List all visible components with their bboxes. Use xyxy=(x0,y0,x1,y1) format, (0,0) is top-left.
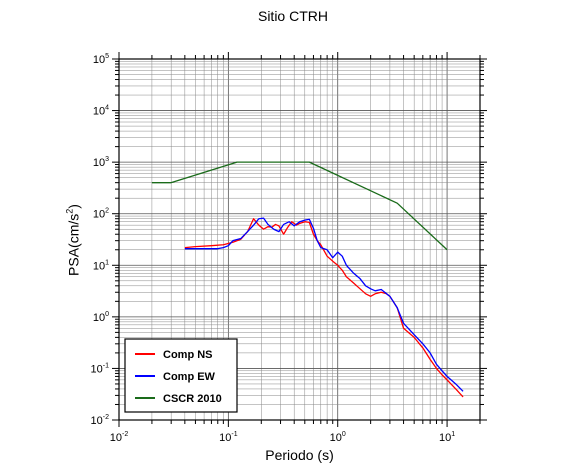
series-lines xyxy=(151,161,464,398)
y-tick-label: 100 xyxy=(93,311,109,324)
y-tick-label: 10-1 xyxy=(91,362,110,375)
chart-title: Sitio CTRH xyxy=(257,8,328,24)
y-tick-label: 103 xyxy=(93,156,109,169)
x-tick-label: 10-1 xyxy=(219,431,238,444)
y-tick-label: 101 xyxy=(93,259,109,272)
series-line-0 xyxy=(184,218,464,398)
series-line-2 xyxy=(151,161,448,251)
x-axis-label: Periodo (s) xyxy=(265,447,334,463)
y-axis-label-end: ) xyxy=(65,204,82,209)
y-tick-label: 102 xyxy=(93,208,109,221)
x-tick-label: 101 xyxy=(439,431,455,444)
plot-frame xyxy=(118,58,481,421)
legend-label: Comp NS xyxy=(163,349,213,361)
y-tick-label: 105 xyxy=(93,53,109,66)
legend: Comp NS Comp EW CSCR 2010 xyxy=(124,338,238,413)
x-tick-label: 10-2 xyxy=(110,431,129,444)
y-tick-label: 104 xyxy=(93,105,109,118)
series-line-1 xyxy=(184,217,464,392)
y-axis-label: PSA(cm/s2) xyxy=(65,204,82,276)
x-tick-label: 100 xyxy=(330,431,346,444)
y-tick-label: 10-2 xyxy=(91,414,110,427)
y-axis-label-main: PSA(cm/s xyxy=(65,213,82,276)
legend-label: CSCR 2010 xyxy=(163,393,222,405)
axis-ticks: 10-2 10-1 100 101 10-2 10-1 100 101 102 103 104 105 xyxy=(91,52,487,444)
y-axis-label-exponent: 2 xyxy=(64,208,75,214)
legend-label: Comp EW xyxy=(163,371,216,383)
